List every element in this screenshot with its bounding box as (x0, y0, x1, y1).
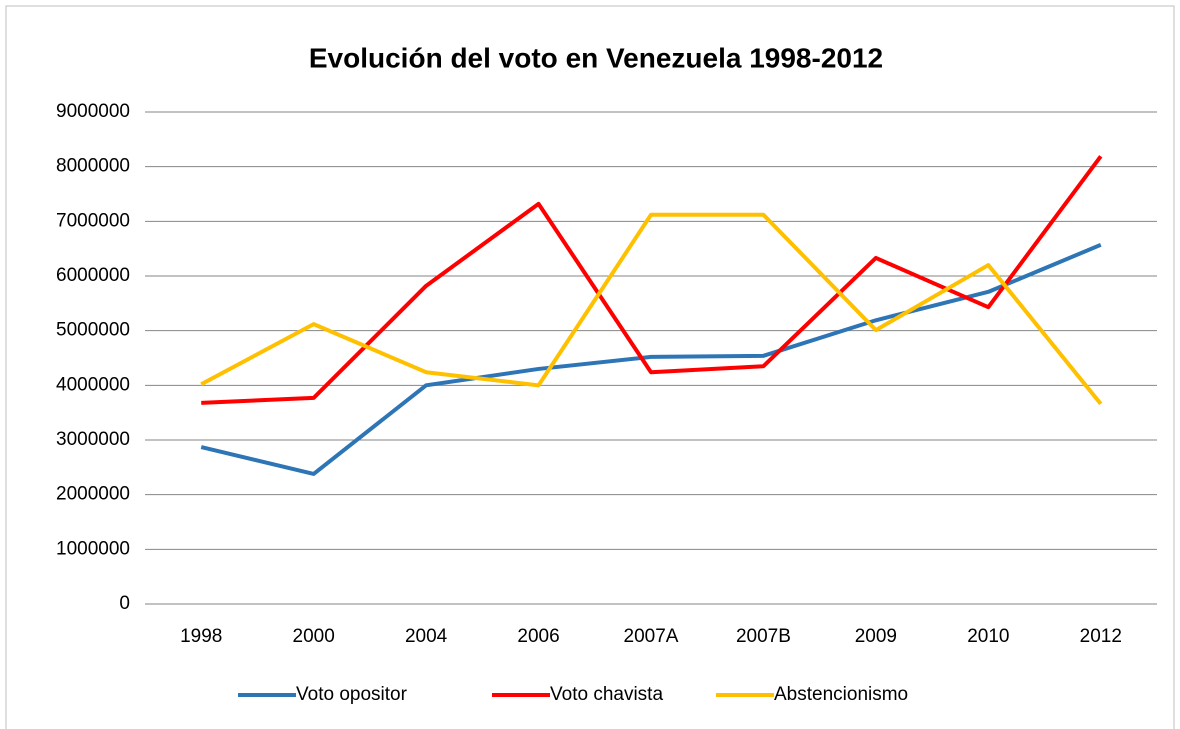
x-tick-label: 2004 (405, 626, 448, 647)
x-tick-label: 2000 (293, 626, 335, 647)
legend-label: Voto chavista (550, 684, 663, 705)
x-tick-label: 2006 (517, 626, 559, 647)
y-tick-label: 3000000 (56, 429, 130, 450)
series-line (200, 242, 1102, 476)
legend-label: Voto opositor (296, 684, 408, 705)
chart-frame (5, 5, 1175, 729)
x-tick-label: 1998 (180, 626, 222, 647)
y-tick-label: 7000000 (56, 210, 130, 231)
y-tick-label: 4000000 (56, 374, 130, 395)
y-tick-label: 1000000 (56, 538, 130, 559)
x-tick-label: 2012 (1080, 626, 1122, 647)
x-tick-label: 2010 (967, 626, 1009, 647)
y-tick-label: 5000000 (56, 320, 130, 341)
series-line (200, 212, 1103, 406)
chart-title: Evolución del voto en Venezuela 1998-201… (309, 42, 883, 73)
x-tick-label: 2007A (624, 626, 679, 647)
y-tick-label: 0 (119, 593, 130, 614)
series-line (201, 155, 1103, 405)
y-tick-label: 2000000 (56, 484, 130, 505)
legend-label: Abstencionismo (774, 684, 908, 705)
y-tick-label: 8000000 (56, 156, 130, 177)
x-tick-label: 2009 (855, 626, 897, 647)
x-tick-label: 2007B (736, 626, 791, 647)
y-tick-label: 9000000 (56, 101, 130, 122)
y-tick-label: 6000000 (56, 265, 130, 286)
